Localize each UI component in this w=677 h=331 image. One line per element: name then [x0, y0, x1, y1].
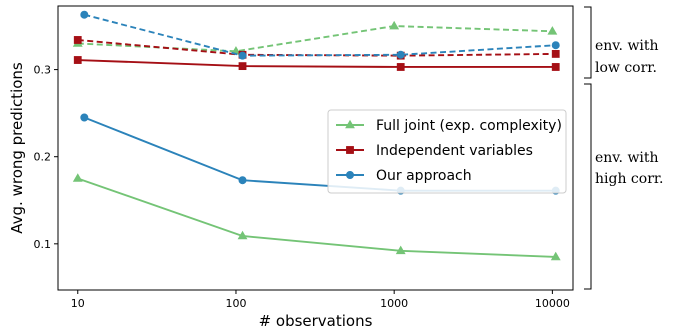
y-tick-label: 0.1 [34, 238, 52, 251]
legend-label: Full joint (exp. complexity) [376, 118, 562, 134]
series-independent-variables-high-corr [73, 56, 560, 71]
legend-item-full-joint-exp-complexity: Full joint (exp. complexity) [336, 118, 562, 134]
data-point-independent-variables-high-corr [73, 56, 82, 64]
legend-label: Independent variables [376, 143, 533, 159]
legend-item-independent-variables: Independent variables [336, 143, 533, 159]
legend-swatch-marker [345, 171, 354, 180]
x-tick-label: 1000 [380, 297, 408, 310]
low-corr-note-line1: env. with [595, 38, 659, 54]
series-line-independent-variables-high-corr [77, 59, 556, 68]
data-point-full-joint-exp-complexity-high-corr [237, 230, 248, 240]
series-line-square-low-corr [77, 39, 556, 57]
data-point-circle-low-corr [80, 10, 89, 19]
legend-label: Our approach [376, 168, 472, 184]
data-point-triangle-low-corr [547, 26, 558, 35]
data-point-full-joint-exp-complexity-high-corr [395, 245, 406, 255]
data-point-our-approach-high-corr [238, 176, 247, 185]
x-axis-ticks: 10 100 1000 10000 [71, 290, 570, 310]
legend-item-our-approach: Our approach [336, 168, 472, 184]
series-line-triangle-low-corr [77, 25, 553, 53]
y-tick-label: 0.2 [34, 151, 52, 164]
series-triangle-low-corr [72, 20, 558, 55]
data-point-independent-variables-high-corr [551, 63, 560, 71]
data-point-circle-low-corr [238, 51, 247, 60]
y-axis-ticks: 0.1 0.2 0.3 [34, 64, 58, 251]
data-point-our-approach-high-corr [80, 113, 89, 122]
series-full-joint-exp-complexity-high-corr [72, 173, 561, 261]
legend-box [327, 109, 567, 194]
data-point-full-joint-exp-complexity-high-corr [72, 173, 83, 182]
x-tick-label: 100 [225, 297, 246, 310]
low-corr-bracket [584, 6, 592, 79]
legend-swatch-marker [346, 146, 354, 154]
low-corr-note-line2: low corr. [595, 60, 657, 76]
data-point-square-low-corr [551, 50, 560, 58]
x-tick-label: 10 [71, 297, 85, 310]
high-corr-bracket [584, 83, 592, 290]
data-point-circle-low-corr [396, 50, 405, 59]
annotations: env. with low corr. env. with high corr. [584, 6, 664, 290]
data-point-independent-variables-high-corr [396, 63, 405, 71]
legend: Full joint (exp. complexity) Independent … [327, 109, 567, 194]
y-tick-label: 0.3 [34, 64, 52, 77]
x-axis-label: # observations [259, 312, 373, 330]
x-tick-label: 10000 [535, 297, 570, 310]
data-point-square-low-corr [73, 36, 82, 44]
y-axis-label: Avg. wrong predictions [8, 62, 26, 234]
data-point-circle-low-corr [551, 41, 560, 50]
data-point-independent-variables-high-corr [238, 62, 247, 71]
legend-swatch-marker [345, 119, 355, 129]
plot-frame [57, 5, 574, 291]
series-circle-low-corr [80, 10, 560, 60]
high-corr-note-line2: high corr. [595, 171, 664, 187]
series-layer [72, 10, 561, 261]
series-line-circle-low-corr [84, 13, 556, 57]
data-point-full-joint-exp-complexity-high-corr [550, 251, 561, 261]
series-line-full-joint-exp-complexity-high-corr [77, 177, 556, 258]
data-point-triangle-low-corr [389, 20, 400, 30]
high-corr-note-line1: env. with [595, 150, 659, 166]
